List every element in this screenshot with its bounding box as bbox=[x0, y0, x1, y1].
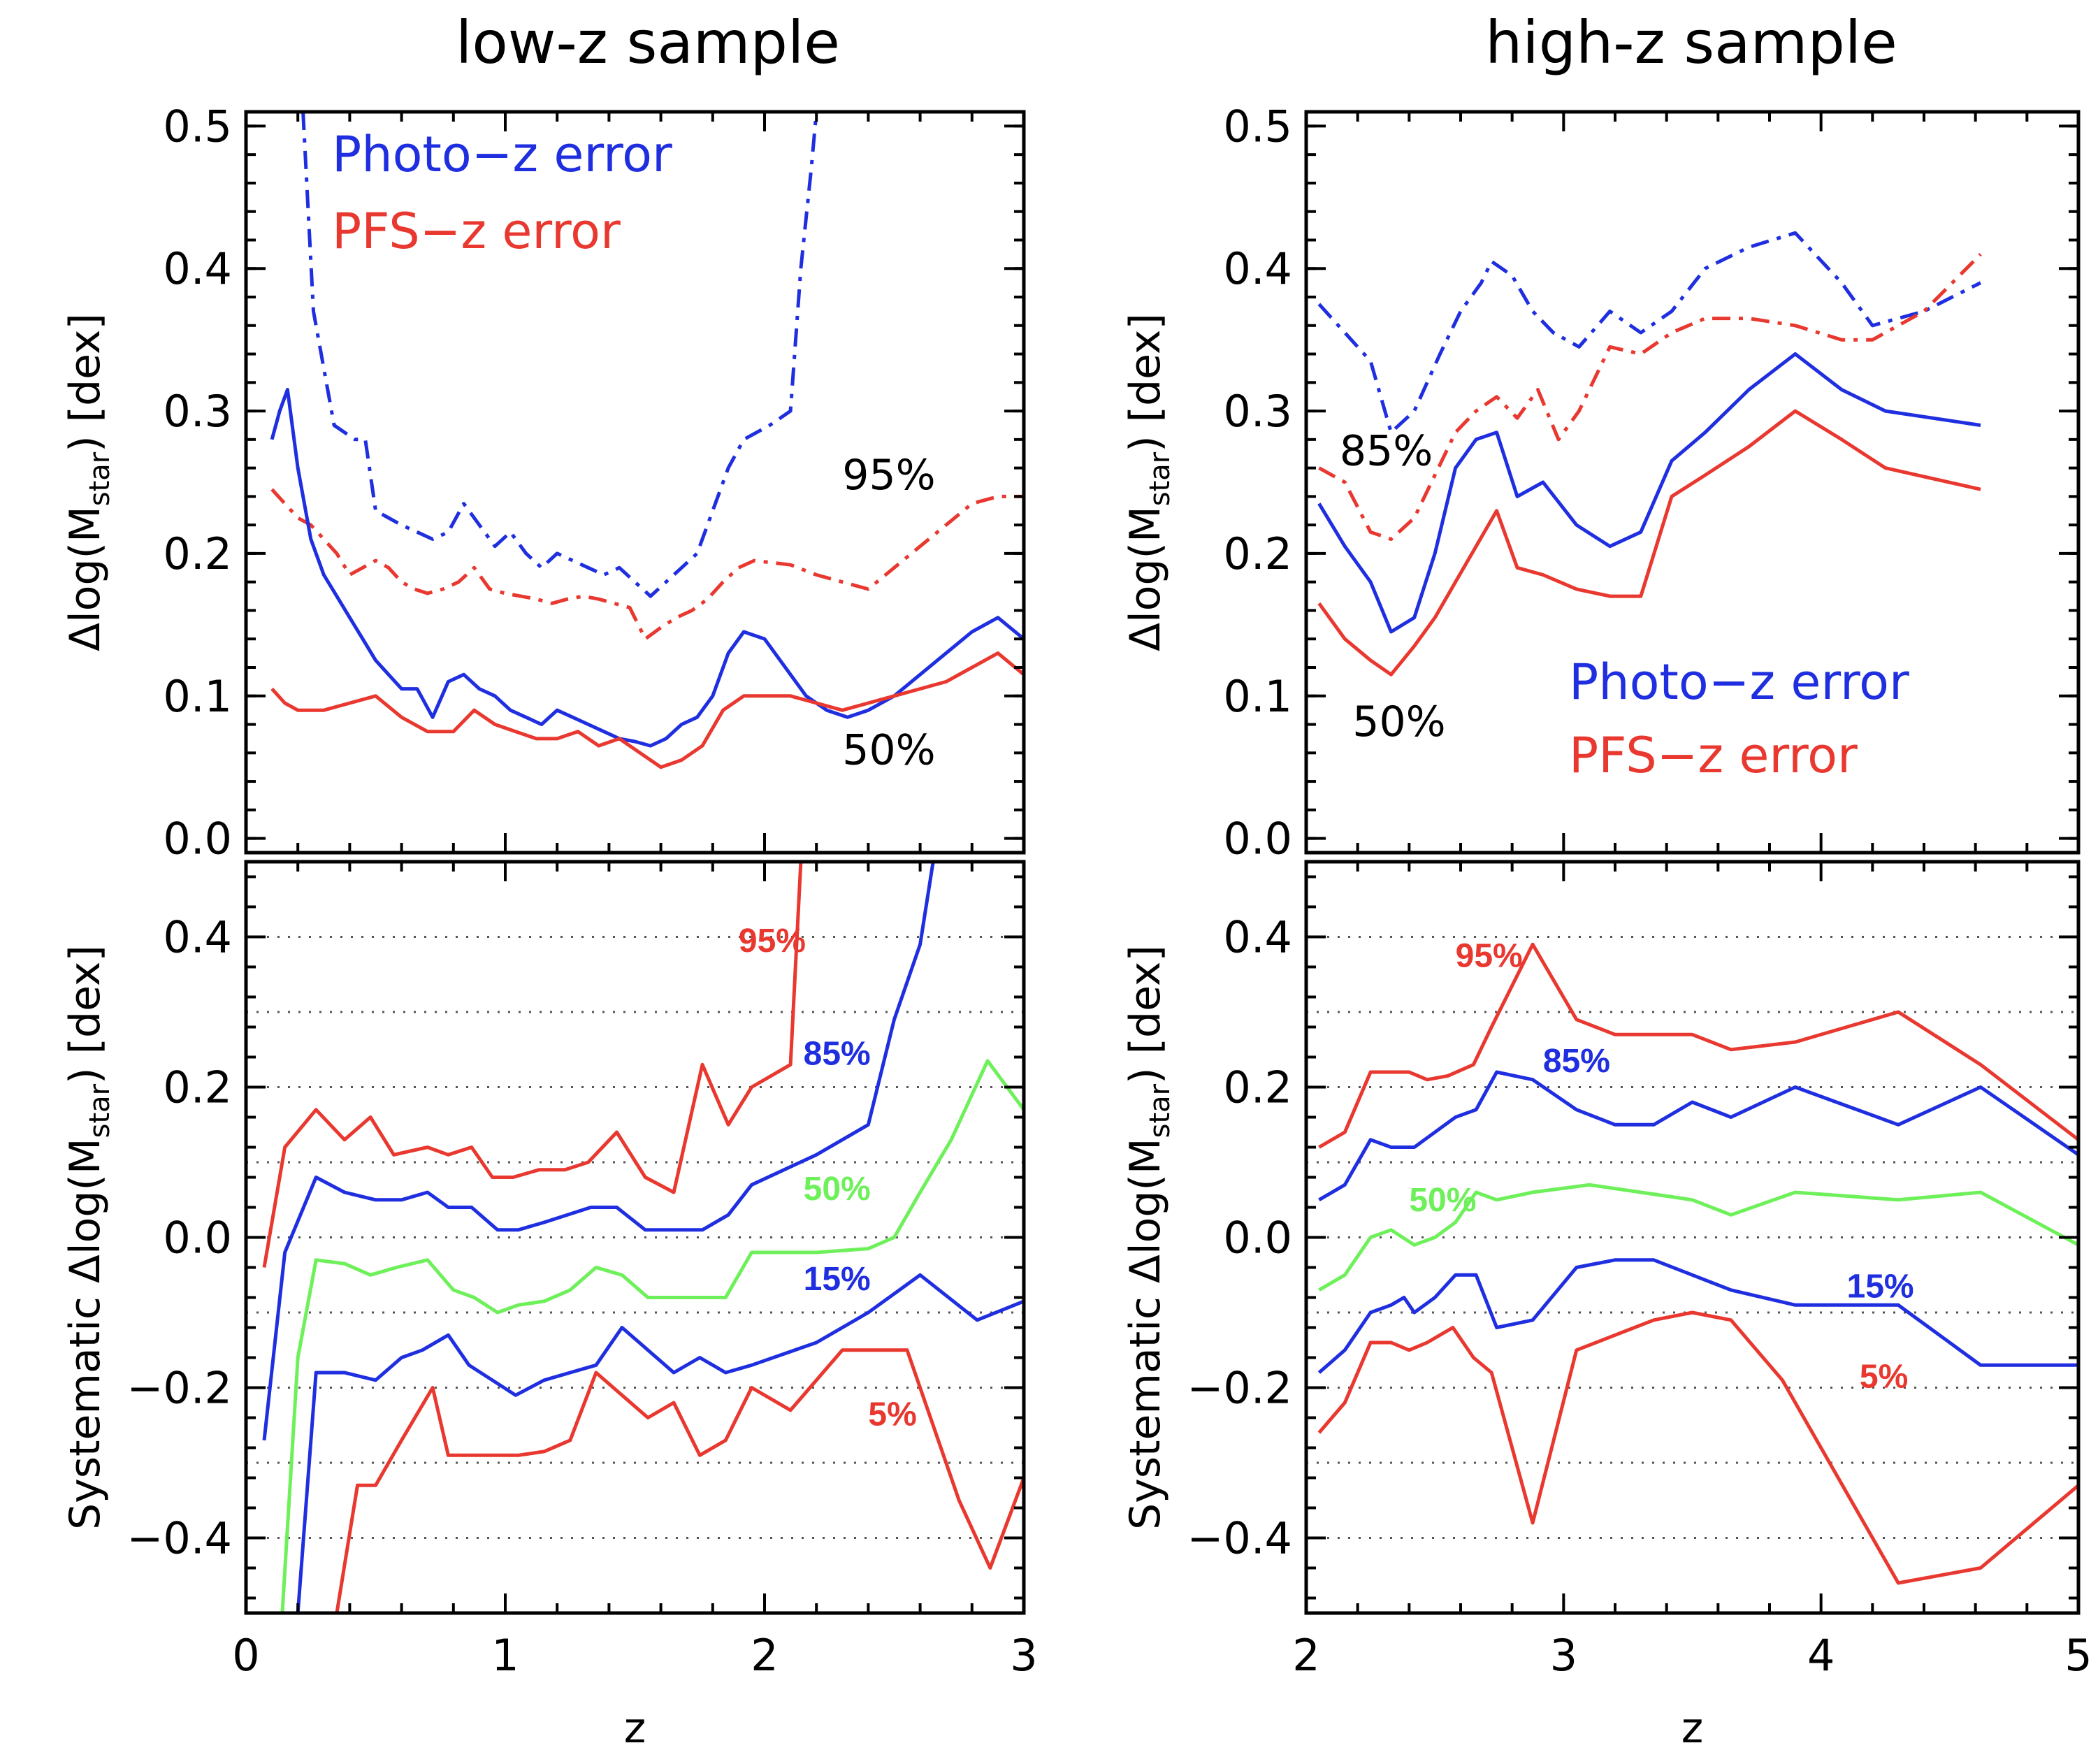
annotation-label: 85% bbox=[1340, 427, 1433, 476]
x-tick-label: 3 bbox=[1010, 1630, 1037, 1681]
y-tick-label: 0.2 bbox=[1223, 528, 1292, 579]
series-15- bbox=[1317, 1258, 2078, 1374]
panel-high_top: 0.0 0.1 0.2 0.3 0.4 0.5 Δlog(Mstar) [dex] high-… bbox=[1121, 8, 2081, 865]
y-axis-label: Δlog(Mstar) [dex] bbox=[61, 313, 116, 651]
series-pfs-z-50- bbox=[1317, 409, 1981, 677]
y-tick-label: 0.0 bbox=[163, 1213, 232, 1264]
series-photo-z-85- bbox=[1317, 231, 1982, 435]
x-axis-label: z bbox=[624, 1704, 646, 1753]
x-tick-label: 2 bbox=[751, 1630, 778, 1681]
x-axis-label: z bbox=[1681, 1704, 1704, 1753]
annotation-label: 95% bbox=[739, 923, 806, 960]
series-50- bbox=[280, 1059, 1024, 1613]
x-tick-label: 0 bbox=[232, 1630, 259, 1681]
panel-low_bottom: 0 1 2 3 −0.4 −0.2 0.0 0.2 0.4 Systematic Δlog(Mst… bbox=[61, 860, 1038, 1753]
legend-entry: Photo−z error bbox=[1569, 653, 1909, 711]
series-5- bbox=[335, 1348, 1024, 1613]
series-photo-z-50- bbox=[1317, 352, 1981, 634]
y-tick-label: 0.3 bbox=[163, 386, 232, 437]
series-pfs-z-85- bbox=[1318, 253, 1982, 541]
series-photo-z-95- bbox=[301, 112, 818, 598]
panel-title: low-z sample bbox=[456, 8, 840, 77]
y-tick-label: 0.2 bbox=[163, 1062, 232, 1113]
series-pfs-z-50- bbox=[270, 651, 1024, 769]
legend-entry: PFS−z error bbox=[332, 203, 621, 260]
panel-title: high-z sample bbox=[1485, 8, 1897, 77]
annotation-label: 5% bbox=[1860, 1359, 1908, 1396]
y-tick-label: −0.4 bbox=[126, 1513, 232, 1564]
y-axis-label: Systematic Δlog(Mstar) [dex] bbox=[1121, 945, 1176, 1530]
series-5- bbox=[1317, 1310, 2078, 1585]
y-tick-label: 0.1 bbox=[163, 671, 232, 722]
y-tick-label: −0.2 bbox=[126, 1363, 232, 1414]
y-tick-label: −0.2 bbox=[1187, 1363, 1292, 1414]
series-pfs-z-95- bbox=[270, 488, 1024, 641]
series-15- bbox=[296, 1273, 1024, 1613]
y-tick-label: 0.2 bbox=[1223, 1062, 1292, 1113]
annotation-label: 50% bbox=[804, 1171, 871, 1208]
y-tick-label: −0.4 bbox=[1187, 1513, 1292, 1564]
x-tick-label: 5 bbox=[2064, 1630, 2092, 1681]
panel-low_top: 0.0 0.1 0.2 0.3 0.4 0.5 Δlog(Mstar) [dex] low-z… bbox=[61, 8, 1026, 865]
x-tick-label: 2 bbox=[1292, 1630, 1319, 1681]
annotation-label: 50% bbox=[1352, 697, 1445, 746]
axes-frame bbox=[1304, 110, 2081, 855]
y-tick-label: 0.4 bbox=[163, 243, 232, 294]
annotation-label: 50% bbox=[842, 726, 935, 775]
y-tick-label: 0.0 bbox=[1223, 814, 1292, 865]
y-tick-label: 0.1 bbox=[1223, 671, 1292, 722]
x-tick-label: 4 bbox=[1807, 1630, 1835, 1681]
y-axis-label: Systematic Δlog(Mstar) [dex] bbox=[61, 945, 116, 1530]
legend-entry: PFS−z error bbox=[1569, 727, 1858, 784]
series-85- bbox=[1318, 1070, 2078, 1201]
annotation-label: 15% bbox=[1847, 1268, 1914, 1306]
legend-entry: Photo−z error bbox=[332, 126, 672, 183]
x-tick-label: 1 bbox=[491, 1630, 519, 1681]
y-tick-label: 0.0 bbox=[163, 814, 232, 865]
panel-high_bottom: 2 3 4 5 −0.4 −0.2 0.0 0.2 0.4 Systematic Δlog(Mst… bbox=[1121, 860, 2092, 1753]
y-axis-label: Δlog(Mstar) [dex] bbox=[1121, 313, 1176, 651]
y-tick-label: 0.4 bbox=[1223, 243, 1292, 294]
y-tick-label: 0.3 bbox=[1223, 386, 1292, 437]
series-85- bbox=[262, 862, 935, 1441]
y-tick-label: 0.4 bbox=[163, 912, 232, 963]
series-photo-z-50- bbox=[270, 388, 1024, 748]
y-tick-label: 0.2 bbox=[163, 528, 232, 579]
annotation-label: 15% bbox=[804, 1261, 871, 1298]
y-tick-label: 0.4 bbox=[1223, 912, 1292, 963]
series-50- bbox=[1318, 1183, 2078, 1292]
axes-frame bbox=[244, 110, 1026, 855]
x-tick-label: 3 bbox=[1550, 1630, 1577, 1681]
annotation-label: 5% bbox=[868, 1396, 916, 1433]
series-95- bbox=[1318, 942, 2078, 1149]
annotation-label: 95% bbox=[842, 451, 935, 500]
annotation-label: 85% bbox=[804, 1035, 871, 1072]
y-tick-label: 0.5 bbox=[163, 101, 232, 152]
annotation-label: 85% bbox=[1543, 1043, 1610, 1080]
series-95- bbox=[262, 862, 803, 1268]
annotation-label: 95% bbox=[1456, 938, 1523, 975]
annotation-label: 50% bbox=[1409, 1182, 1476, 1219]
y-tick-label: 0.5 bbox=[1223, 101, 1292, 152]
y-tick-label: 0.0 bbox=[1223, 1213, 1292, 1264]
